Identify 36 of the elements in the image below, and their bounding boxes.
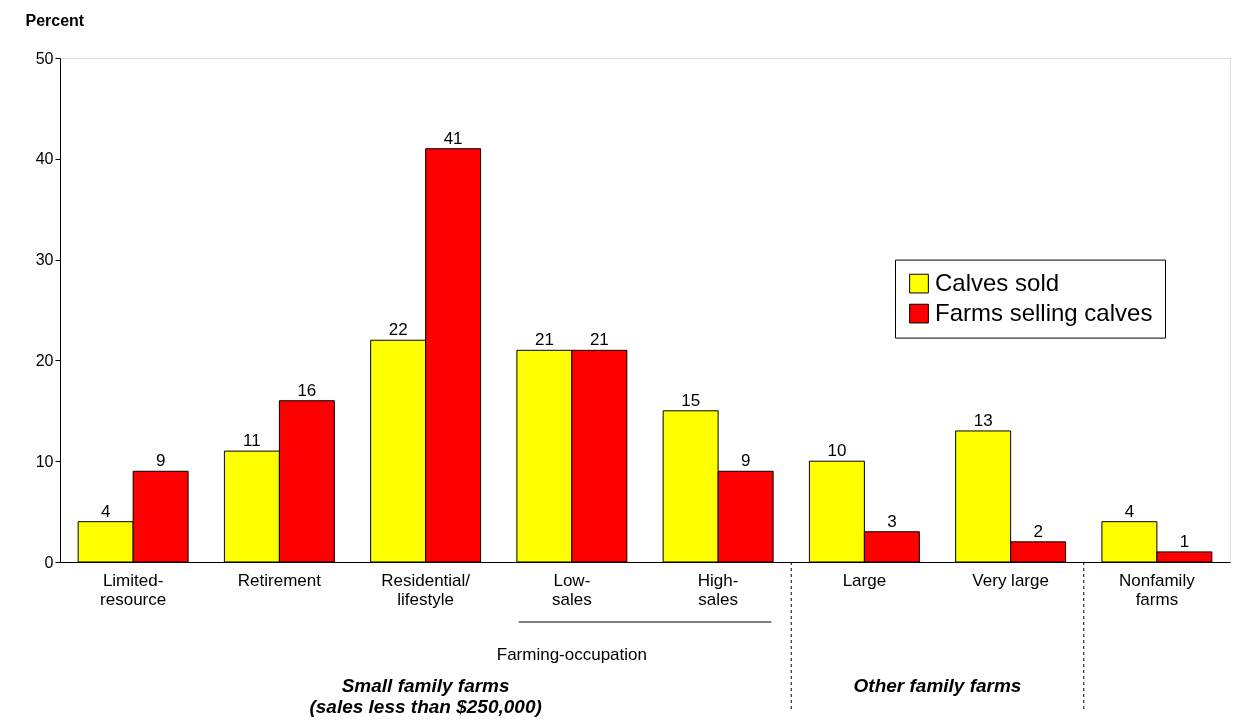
x-tick-label: Low- sales: [552, 570, 592, 609]
data-label: 1: [1179, 531, 1190, 551]
data-label: 22: [388, 320, 408, 340]
y-tick-label: 0: [44, 553, 54, 571]
x-tick-label: Nonfamily farms: [1119, 570, 1196, 609]
legend-label: Farms selling calves: [935, 298, 1153, 326]
y-tick-label: 30: [35, 251, 54, 269]
data-label: 4: [1124, 501, 1135, 521]
y-tick-label: 10: [35, 452, 54, 470]
x-tick-label: Very large: [972, 570, 1049, 590]
data-label: 11: [243, 431, 261, 451]
x-tick-label: Limited- resource: [100, 570, 167, 609]
text: Other family farms: [853, 675, 1022, 696]
data-label: 21: [589, 330, 609, 350]
data-label: 10: [827, 441, 847, 461]
data-label: 13: [973, 410, 993, 430]
data-label: 16: [297, 380, 317, 400]
data-label: 41: [443, 128, 463, 148]
y-tick-label: 50: [35, 49, 54, 67]
data-label: 2: [1033, 521, 1043, 541]
text: Small family farms (sales less than $250,000): [309, 675, 542, 717]
x-tick-label: Large: [842, 570, 887, 590]
y-tick-label: 40: [35, 150, 54, 168]
x-tick-label: Residential/ lifestyle: [381, 570, 471, 609]
data-label: 9: [740, 451, 751, 471]
y-axis-title: Percent: [25, 11, 85, 29]
data-label: 21: [534, 330, 554, 350]
data-label: 15: [681, 390, 701, 410]
x-tick-label: High- sales: [697, 570, 739, 609]
y-tick-label: 20: [35, 351, 54, 369]
x-tick-label: Retirement: [237, 570, 322, 590]
data-label: 3: [887, 511, 897, 531]
text: Farming-occupation: [496, 645, 647, 664]
data-label: 4: [100, 501, 111, 521]
legend-label: Calves sold: [935, 268, 1060, 296]
data-label: 9: [155, 451, 166, 471]
